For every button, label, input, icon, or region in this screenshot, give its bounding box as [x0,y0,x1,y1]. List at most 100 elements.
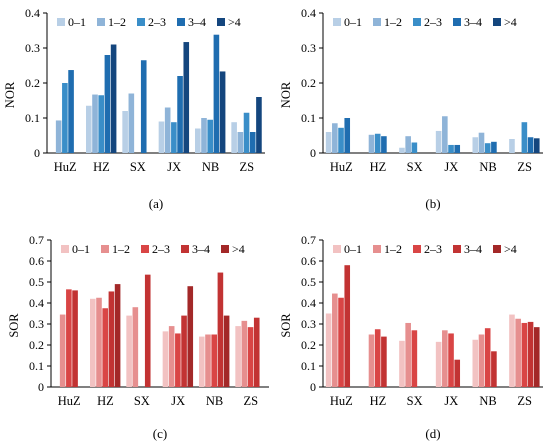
bar-sx-series-1 [399,340,405,387]
bar-huz-series-3 [66,289,72,387]
legend-label-5: >4 [232,242,245,256]
bar-huz-series-4 [344,118,351,153]
y-tick-label: 0 [310,146,316,160]
bar-hz-series-4 [108,291,115,387]
bar-zs-series-2 [237,132,244,153]
bar-nb-series-4 [491,351,497,387]
y-axis-label: SOR [7,313,21,338]
y-axis-label: SOR [279,313,293,338]
bar-sx-series-2 [405,136,411,153]
legend-swatch-1 [333,245,341,253]
x-tick-label-jx: JX [167,160,181,174]
bar-hz-series-2 [368,134,375,153]
legend-label-2: 1–2 [108,15,126,29]
x-tick-label-hz: HZ [97,394,114,408]
legend-swatch-4 [453,245,461,253]
bar-huz-series-2 [332,293,338,387]
bar-zs-series-5 [256,97,262,153]
y-tick-label: 0.2 [29,338,44,352]
legend-label-5: >4 [228,15,241,29]
y-tick-label: 0.5 [301,275,316,289]
bar-zs-series-1 [231,122,237,153]
legend-swatch-2 [373,245,381,253]
x-tick-label-huz: HuZ [58,394,81,408]
legend-swatch-5 [221,245,229,253]
bar-nb-series-2 [201,118,207,153]
bar-hz-series-1 [90,298,96,387]
x-tick-label-jx: JX [444,160,458,174]
y-tick-label: 0.1 [25,111,40,125]
legend-swatch-1 [61,245,69,253]
bar-sx-series-3 [411,330,418,387]
x-tick-label-jx: JX [171,394,185,408]
x-tick-label-hz: HZ [370,160,387,174]
legend-swatch-5 [217,18,225,26]
y-tick-label: 0.4 [29,296,44,310]
bar-huz-series-3 [338,127,344,153]
bar-jx-series-1 [158,121,165,153]
bar-zs-series-2 [515,318,521,387]
legend-swatch-1 [333,18,341,26]
bar-sx-series-2 [132,307,139,387]
y-tick-label: 0.7 [301,233,316,247]
legend-label-4: 3–4 [192,242,210,256]
x-tick-label-huz: HuZ [330,160,353,174]
bar-jx-series-5 [187,286,194,387]
y-tick-label: 0 [34,146,40,160]
x-tick-label-zs: ZS [517,394,532,408]
bar-hz-series-4 [104,55,111,153]
legend-label-3: 2–3 [424,15,442,29]
legend-swatch-2 [373,18,381,26]
bar-nb-series-1 [472,137,479,153]
bar-zs-series-4 [527,321,534,387]
x-tick-label-sx: SX [130,160,146,174]
y-tick-label: 0.2 [301,338,316,352]
bar-huz-series-1 [325,132,332,153]
legend-label-2: 1–2 [384,15,402,29]
y-tick-label: 0.4 [25,6,40,20]
bar-jx-series-4 [454,359,461,387]
bar-hz-series-3 [102,308,108,387]
bar-nb-series-3 [207,119,213,153]
x-tick-label-nb: NB [479,160,496,174]
legend-label-1: 0–1 [68,15,86,29]
chart-panel-3: 0 0.1 0.2 0.3 0.4 0.5 0.6 0.7 SOR HuZ HZ SX JX NB ZS 0–… [7,233,269,441]
x-tick-label-sx: SX [134,394,150,408]
bar-jx-series-5 [183,42,190,153]
bar-nb-series-3 [484,328,491,387]
bar-zs-series-3 [247,327,254,387]
bar-zs-series-5 [533,327,540,387]
bar-nb-series-1 [195,128,201,153]
bar-sx-series-3 [411,142,418,153]
bar-huz-series-1 [325,313,332,387]
bar-sx-series-2 [405,322,411,387]
chart-panel-2: 0 0.1 0.2 0.3 0.4 NOR HuZ HZ SX JX NB ZS 0–1 1–2 2–3 3–… [279,6,543,211]
bar-huz-series-4 [72,290,78,387]
bar-zs-series-2 [241,320,248,387]
bar-sx-series-2 [128,93,135,153]
bar-hz-series-4 [381,136,387,153]
x-tick-label-huz: HuZ [54,160,77,174]
bar-jx-series-1 [435,130,442,153]
legend-label-5: >4 [504,15,517,29]
bar-nb-series-2 [478,334,485,387]
legend-label-4: 3–4 [464,242,482,256]
bar-jx-series-2 [442,330,448,387]
bar-nb-series-2 [478,132,485,153]
legend-swatch-5 [493,18,501,26]
legend-swatch-2 [101,245,109,253]
bar-zs-series-4 [527,137,534,153]
y-tick-label: 0.3 [301,317,316,331]
legend-swatch-3 [137,18,145,26]
bar-sx-series-1 [126,315,132,387]
bar-jx-series-1 [435,341,442,387]
bar-nb-series-2 [205,334,211,387]
bar-huz-series-2 [55,120,62,153]
bar-zs-series-3 [243,112,250,153]
bar-hz-series-2 [96,297,102,387]
bar-sx-series-1 [399,147,405,153]
bar-nb-series-3 [211,334,217,387]
bar-zs-series-3 [521,122,528,153]
x-tick-label-zs: ZS [244,394,259,408]
